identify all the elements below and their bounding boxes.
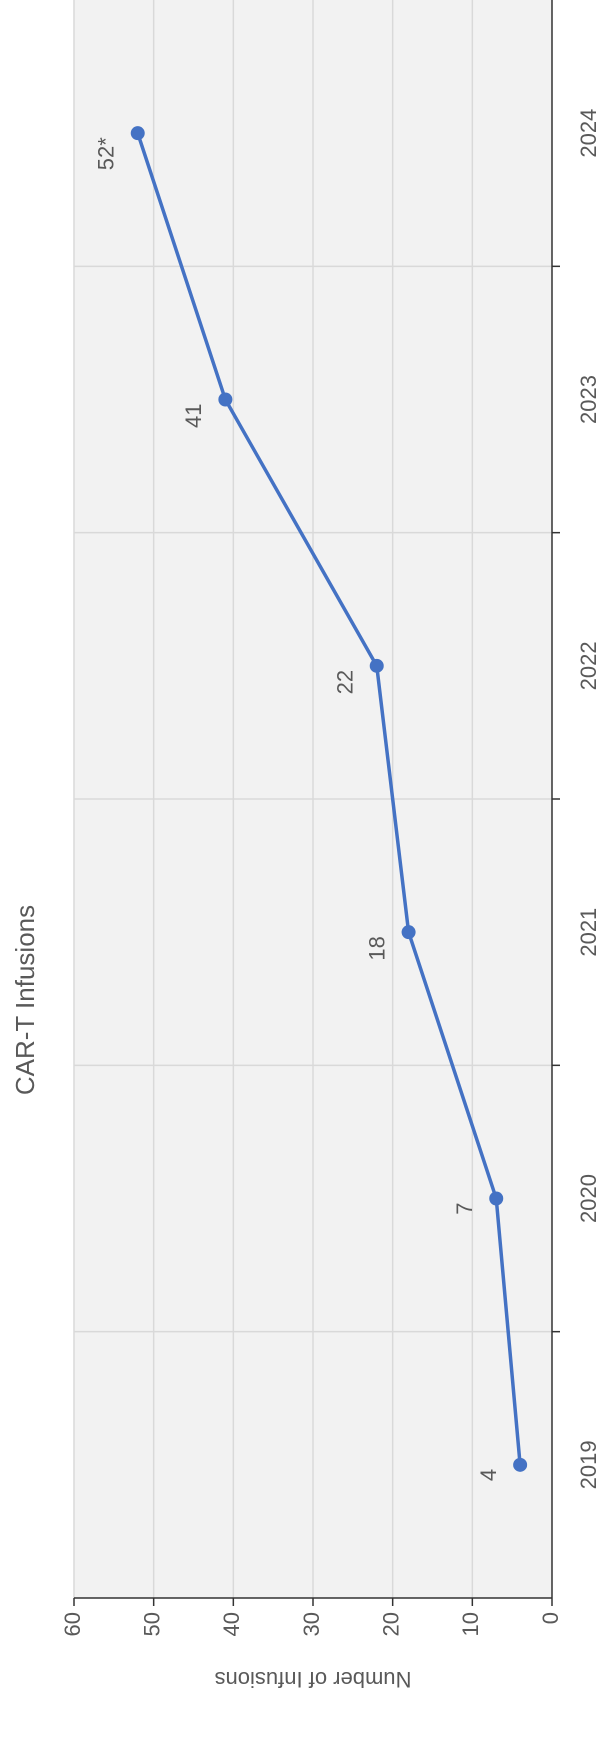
chart-title: CAR-T Infusions (10, 905, 40, 1095)
data-point (369, 658, 384, 673)
x-tick-label: 2020 (576, 1174, 601, 1223)
y-tick-label: 60 (60, 1612, 85, 1636)
x-tick-label: 2019 (576, 1440, 601, 1489)
y-tick-label: 10 (458, 1612, 483, 1636)
data-point (130, 126, 145, 141)
y-tick-label: 0 (538, 1612, 563, 1624)
y-tick-label: 30 (299, 1612, 324, 1636)
data-point (489, 1191, 504, 1206)
data-point (218, 392, 233, 407)
x-tick-label: 2021 (576, 908, 601, 957)
x-tick-label: 2023 (576, 375, 601, 424)
series-line (136, 132, 522, 1465)
data-label: 22 (333, 670, 358, 694)
y-axis-label: Number of Infusions (215, 1667, 412, 1692)
data-label: 4 (476, 1469, 501, 1481)
data-label: 7 (452, 1203, 477, 1215)
data-point (401, 925, 416, 940)
y-tick-label: 20 (378, 1612, 403, 1636)
data-label: 18 (364, 936, 389, 960)
data-point (513, 1457, 528, 1472)
x-tick-label: 2024 (576, 109, 601, 158)
x-tick-label: 2022 (576, 641, 601, 690)
chart-frame: CAR-T Infusions 0 10 20 30 40 50 60 Number of I… (10, 0, 601, 1692)
y-tick-label: 50 (139, 1612, 164, 1636)
data-label: 41 (181, 404, 206, 428)
data-label: 52* (94, 137, 119, 170)
y-tick-label: 40 (219, 1612, 244, 1636)
